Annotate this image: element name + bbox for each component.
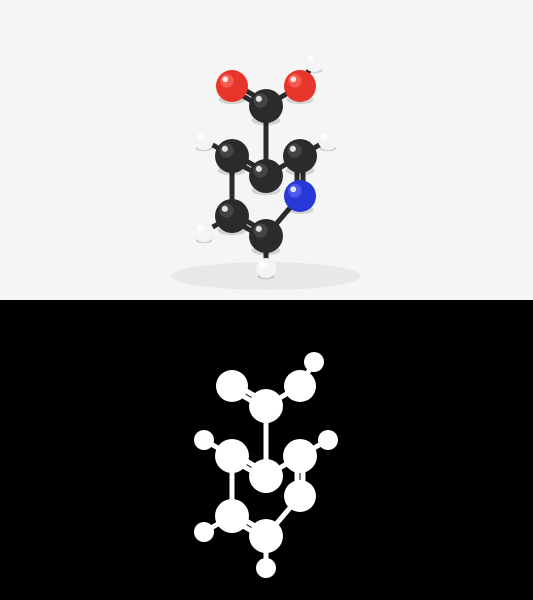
molecule-alpha-svg	[0, 300, 533, 600]
molecule-render-alpha-panel	[0, 300, 533, 600]
molecule-render-color-panel	[0, 0, 533, 300]
molecule-color-svg	[0, 0, 533, 300]
